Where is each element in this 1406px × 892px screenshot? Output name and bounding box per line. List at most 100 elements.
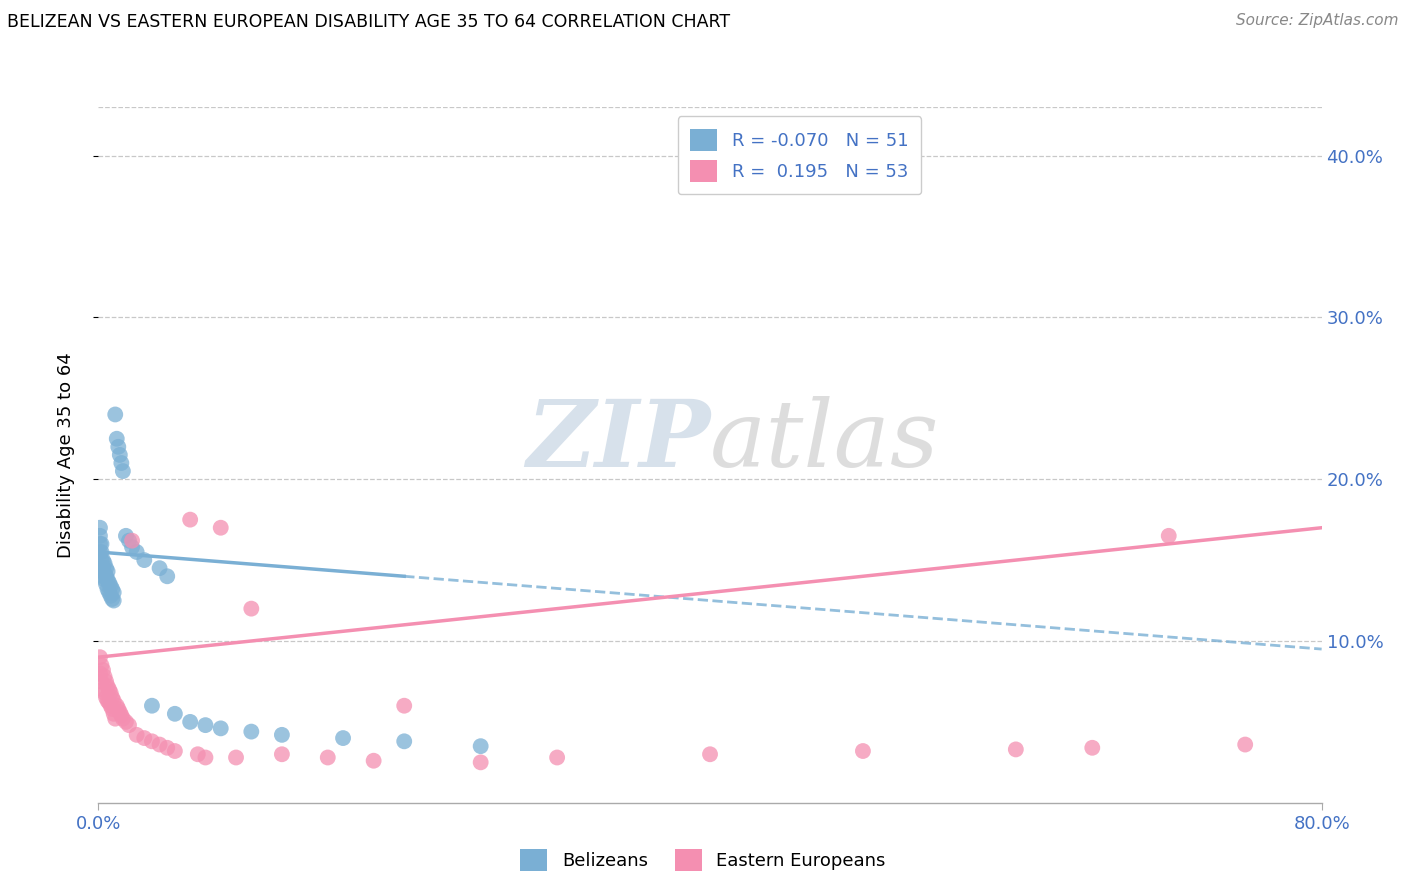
Point bbox=[1234, 738, 1257, 752]
Point bbox=[98, 696, 121, 710]
Point bbox=[1157, 529, 1180, 543]
Point bbox=[101, 591, 124, 606]
Point bbox=[90, 561, 112, 575]
Point bbox=[141, 698, 163, 713]
Point bbox=[100, 589, 122, 603]
Text: BELIZEAN VS EASTERN EUROPEAN DISABILITY AGE 35 TO 64 CORRELATION CHART: BELIZEAN VS EASTERN EUROPEAN DISABILITY … bbox=[7, 13, 730, 31]
Point bbox=[209, 722, 232, 736]
Point bbox=[108, 705, 131, 719]
Point bbox=[194, 750, 217, 764]
Point bbox=[94, 690, 117, 705]
Point bbox=[100, 579, 122, 593]
Point bbox=[93, 670, 115, 684]
Point bbox=[209, 521, 232, 535]
Point bbox=[101, 582, 124, 597]
Point bbox=[89, 545, 111, 559]
Text: Source: ZipAtlas.com: Source: ZipAtlas.com bbox=[1236, 13, 1399, 29]
Point bbox=[97, 679, 120, 693]
Point bbox=[110, 708, 132, 723]
Point bbox=[89, 521, 111, 535]
Y-axis label: Disability Age 35 to 64: Disability Age 35 to 64 bbox=[56, 352, 75, 558]
Point bbox=[91, 569, 114, 583]
Point bbox=[470, 739, 492, 754]
Point bbox=[98, 682, 121, 697]
Point bbox=[141, 734, 163, 748]
Point bbox=[94, 674, 117, 689]
Point bbox=[90, 537, 112, 551]
Point bbox=[118, 718, 141, 732]
Point bbox=[179, 513, 201, 527]
Point bbox=[149, 561, 172, 575]
Point bbox=[316, 750, 339, 764]
Point bbox=[104, 712, 127, 726]
Point bbox=[97, 565, 120, 579]
Point bbox=[91, 553, 114, 567]
Point bbox=[94, 577, 117, 591]
Point bbox=[89, 529, 111, 543]
Point bbox=[107, 440, 129, 454]
Point bbox=[89, 650, 111, 665]
Point bbox=[699, 747, 721, 762]
Point bbox=[392, 734, 416, 748]
Legend: R = -0.070   N = 51, R =  0.195   N = 53: R = -0.070 N = 51, R = 0.195 N = 53 bbox=[678, 116, 921, 194]
Point bbox=[100, 698, 122, 713]
Point bbox=[90, 553, 112, 567]
Point bbox=[90, 545, 112, 559]
Point bbox=[115, 529, 138, 543]
Point bbox=[105, 698, 128, 713]
Point bbox=[118, 533, 141, 548]
Point bbox=[363, 754, 385, 768]
Point bbox=[163, 706, 186, 721]
Point bbox=[179, 714, 201, 729]
Point bbox=[546, 750, 568, 764]
Point bbox=[98, 585, 121, 599]
Point bbox=[111, 464, 134, 478]
Point bbox=[134, 553, 156, 567]
Point bbox=[91, 682, 114, 697]
Text: atlas: atlas bbox=[710, 396, 939, 486]
Point bbox=[100, 686, 122, 700]
Point bbox=[110, 456, 132, 470]
Point bbox=[90, 658, 112, 673]
Point bbox=[97, 694, 120, 708]
Legend: Belizeans, Eastern Europeans: Belizeans, Eastern Europeans bbox=[513, 842, 893, 879]
Point bbox=[89, 537, 111, 551]
Point bbox=[134, 731, 156, 745]
Point bbox=[240, 601, 263, 615]
Point bbox=[149, 738, 172, 752]
Point bbox=[332, 731, 354, 745]
Point bbox=[103, 706, 125, 721]
Point bbox=[90, 674, 112, 689]
Text: ZIP: ZIP bbox=[526, 396, 710, 486]
Point bbox=[108, 448, 131, 462]
Point bbox=[125, 545, 148, 559]
Point bbox=[97, 582, 120, 597]
Point bbox=[104, 408, 127, 422]
Point bbox=[107, 702, 129, 716]
Point bbox=[93, 566, 115, 580]
Point bbox=[225, 750, 247, 764]
Point bbox=[115, 714, 138, 729]
Point bbox=[89, 666, 111, 681]
Point bbox=[101, 702, 124, 716]
Point bbox=[163, 744, 186, 758]
Point bbox=[852, 744, 875, 758]
Point bbox=[194, 718, 217, 732]
Point bbox=[103, 694, 125, 708]
Point bbox=[1004, 742, 1026, 756]
Point bbox=[270, 747, 292, 762]
Point bbox=[121, 533, 143, 548]
Point bbox=[93, 557, 115, 571]
Point bbox=[156, 569, 179, 583]
Point bbox=[270, 728, 292, 742]
Point bbox=[94, 561, 117, 575]
Point bbox=[1081, 740, 1104, 755]
Point bbox=[91, 663, 114, 677]
Point bbox=[240, 724, 263, 739]
Point bbox=[93, 686, 115, 700]
Point bbox=[121, 540, 143, 554]
Point bbox=[156, 740, 179, 755]
Point bbox=[105, 432, 128, 446]
Point bbox=[470, 756, 492, 770]
Point bbox=[94, 569, 117, 583]
